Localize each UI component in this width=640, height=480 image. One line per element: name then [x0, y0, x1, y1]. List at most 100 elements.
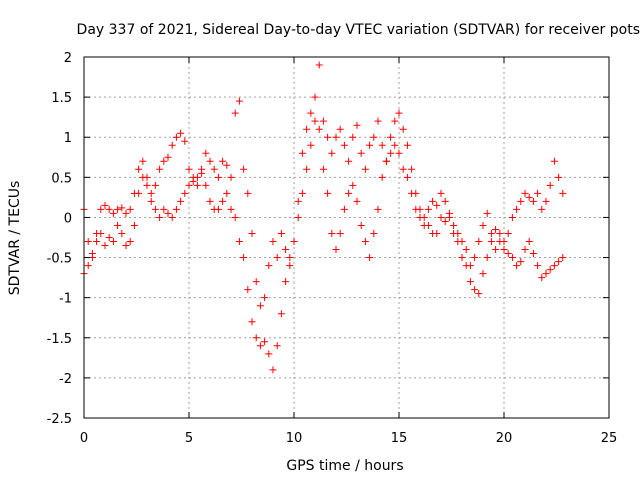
data-point: [462, 262, 470, 270]
data-point: [420, 221, 428, 229]
x-tick-label: 10: [286, 431, 303, 446]
data-point: [517, 258, 525, 266]
data-point: [88, 250, 96, 258]
data-point: [202, 149, 210, 157]
data-point: [315, 61, 323, 69]
data-point: [332, 133, 340, 141]
data-point: [508, 254, 516, 262]
data-point: [555, 258, 563, 266]
data-point: [227, 205, 235, 213]
data-point: [252, 278, 260, 286]
data-point: [487, 229, 495, 237]
data-point: [156, 213, 164, 221]
data-point: [450, 221, 458, 229]
data-point: [248, 229, 256, 237]
data-point: [370, 229, 378, 237]
x-tick-label: 20: [496, 431, 513, 446]
data-point: [374, 205, 382, 213]
data-point: [370, 133, 378, 141]
data-point: [105, 234, 113, 241]
data-point: [303, 125, 311, 133]
data-point: [307, 109, 315, 117]
data-point: [269, 238, 277, 246]
data-point: [97, 229, 105, 237]
data-point: [185, 165, 193, 173]
data-point: [311, 117, 319, 125]
data-point: [525, 238, 533, 246]
data-point: [105, 205, 113, 213]
data-point: [298, 189, 306, 197]
data-point: [311, 93, 319, 101]
y-tick-label: 0: [64, 211, 72, 226]
data-point: [517, 197, 525, 205]
data-point: [416, 213, 424, 221]
data-point: [214, 173, 222, 181]
chart-title: Day 337 of 2021, Sidereal Day-to-day VTE…: [77, 22, 640, 38]
data-point: [202, 181, 210, 189]
x-tick-label: 5: [185, 431, 193, 446]
data-point: [437, 189, 445, 197]
data-point: [303, 165, 311, 173]
data-point: [441, 217, 449, 225]
data-point: [122, 209, 130, 217]
data-point: [399, 165, 407, 173]
data-point: [349, 133, 357, 141]
data-point: [168, 141, 176, 149]
data-point: [164, 209, 172, 217]
data-point: [256, 302, 264, 310]
data-point: [206, 157, 214, 165]
data-point: [193, 173, 201, 181]
data-point: [324, 133, 332, 141]
data-point: [471, 286, 479, 294]
data-point: [332, 246, 340, 254]
data-point: [391, 117, 399, 125]
data-point: [479, 221, 487, 229]
data-point: [374, 117, 382, 125]
data-point: [441, 197, 449, 205]
data-point: [500, 238, 508, 246]
data-point: [84, 262, 92, 270]
data-point: [382, 157, 390, 165]
data-point: [387, 133, 395, 141]
data-point: [160, 205, 168, 213]
data-point: [135, 189, 143, 197]
data-point: [261, 338, 269, 346]
data-point: [240, 165, 248, 173]
data-point: [550, 262, 558, 270]
data-point: [534, 189, 542, 197]
data-point: [139, 157, 147, 165]
y-tick-label: -1.5: [47, 332, 72, 347]
data-point: [319, 165, 327, 173]
data-point: [118, 204, 126, 212]
x-tick-label: 25: [601, 431, 618, 446]
data-point: [160, 157, 168, 165]
data-point: [277, 229, 285, 237]
data-point: [324, 189, 332, 197]
y-tick-label: 1.5: [51, 91, 72, 106]
data-point: [378, 141, 386, 149]
data-point: [424, 205, 432, 213]
data-point: [118, 229, 126, 237]
data-point: [408, 189, 416, 197]
data-point: [483, 209, 491, 217]
data-point: [135, 165, 143, 173]
data-point: [475, 238, 483, 246]
data-point: [265, 262, 273, 270]
data-point: [466, 278, 474, 286]
data-point: [114, 205, 122, 213]
data-point: [130, 221, 138, 229]
data-point: [223, 161, 231, 169]
x-tick-label: 0: [80, 431, 88, 446]
data-point: [408, 165, 416, 173]
data-point: [504, 229, 512, 237]
data-point: [391, 141, 399, 149]
x-tick-label: 15: [391, 431, 408, 446]
data-point: [261, 294, 269, 302]
data-point: [265, 350, 273, 358]
data-point: [147, 189, 155, 197]
data-point: [93, 238, 101, 246]
data-point: [177, 129, 185, 137]
data-point: [273, 254, 281, 262]
data-point: [235, 238, 243, 246]
